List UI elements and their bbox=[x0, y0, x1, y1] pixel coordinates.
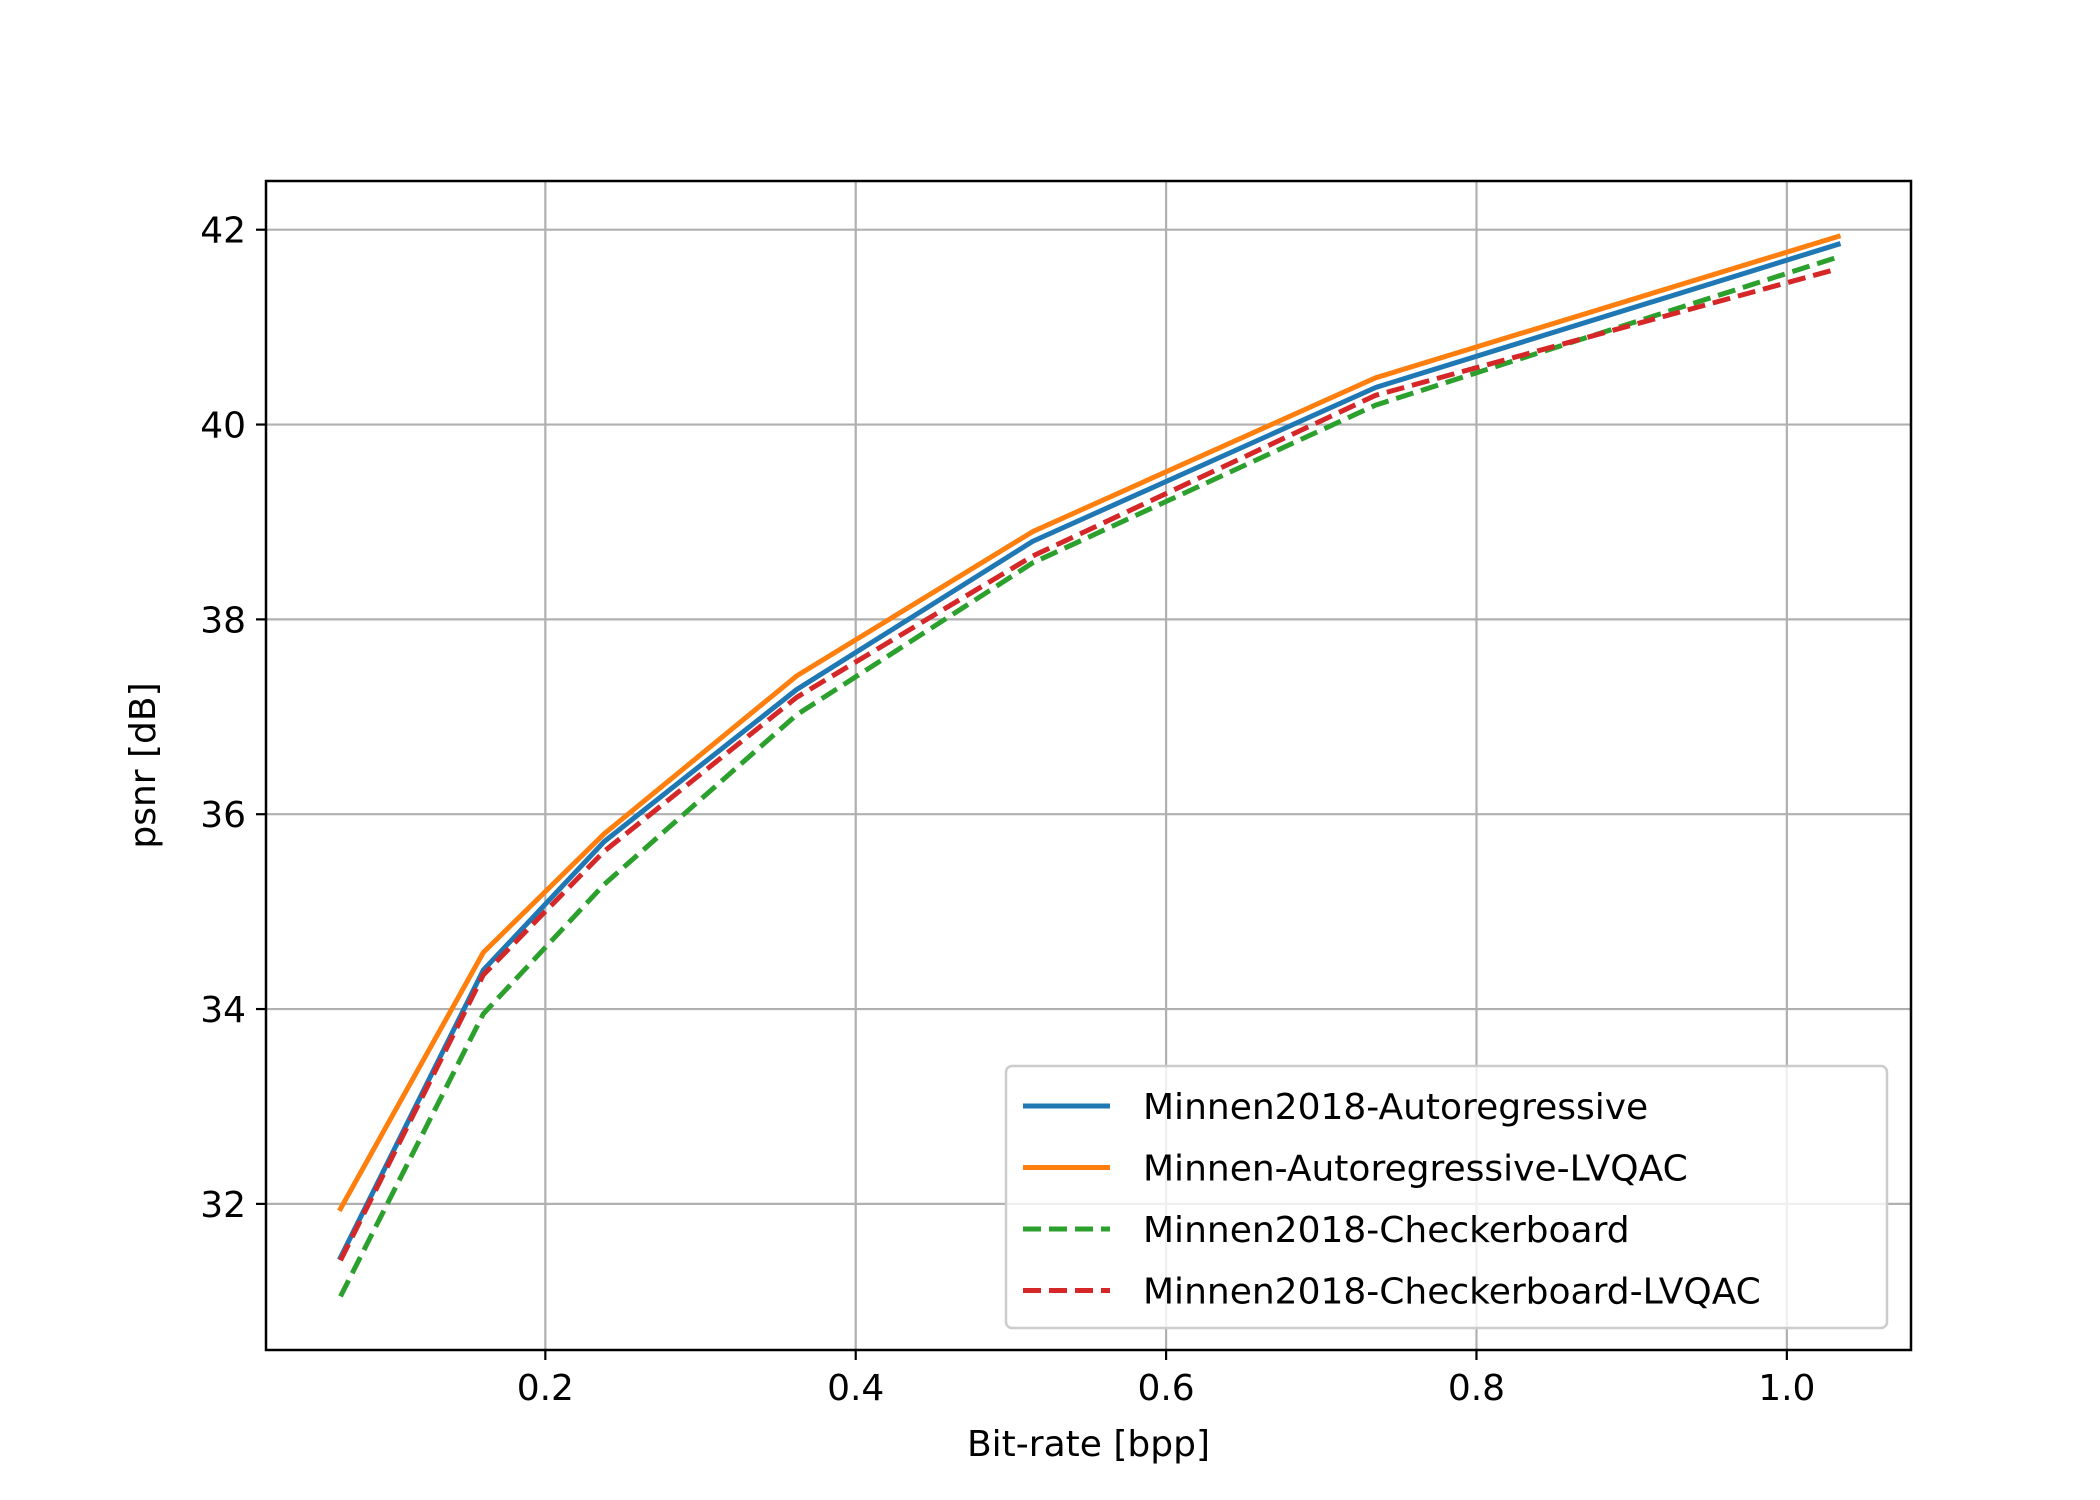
y-axis-label: psnr [dB] bbox=[123, 682, 164, 848]
y-tick-label: 36 bbox=[200, 795, 246, 836]
plot-frame bbox=[264, 179, 1913, 1352]
legend-box bbox=[1004, 1064, 1889, 1330]
series-line-3 bbox=[338, 254, 1839, 1298]
y-tick-label: 42 bbox=[200, 211, 246, 252]
ticks: 0.2 0.4 0.6 0.8 1.0 32 34 36 38 40 42 bbox=[200, 211, 1815, 1409]
series-group bbox=[337, 233, 1842, 1298]
x-tick-label: 0.4 bbox=[827, 1368, 884, 1409]
series-line-4 bbox=[338, 266, 1839, 1262]
grid bbox=[266, 181, 1911, 1350]
x-tick-label: 0.8 bbox=[1448, 1368, 1505, 1409]
x-tick-label: 0.6 bbox=[1137, 1368, 1194, 1409]
legend-label-3: Minnen2018-Checkerboard bbox=[1143, 1210, 1630, 1251]
x-tick-label: 1.0 bbox=[1758, 1368, 1815, 1409]
legend-label-2: Minnen-Autoregressive-LVQAC bbox=[1143, 1149, 1688, 1190]
y-tick-label: 40 bbox=[200, 406, 246, 447]
series-line-2 bbox=[337, 233, 1842, 1213]
y-tick-label: 38 bbox=[200, 600, 246, 641]
y-tick-label: 34 bbox=[200, 990, 246, 1031]
x-axis-label: Bit-rate [bpp] bbox=[967, 1424, 1210, 1465]
legend-label-1: Minnen2018-Autoregressive bbox=[1143, 1087, 1648, 1128]
x-tick-label: 0.2 bbox=[517, 1368, 574, 1409]
legend: Minnen2018-Autoregressive Minnen-Autoregr… bbox=[1004, 1064, 1889, 1330]
series-line-1 bbox=[337, 241, 1842, 1261]
legend-label-4: Minnen2018-Checkerboard-LVQAC bbox=[1143, 1272, 1761, 1313]
y-tick-label: 32 bbox=[200, 1185, 246, 1226]
